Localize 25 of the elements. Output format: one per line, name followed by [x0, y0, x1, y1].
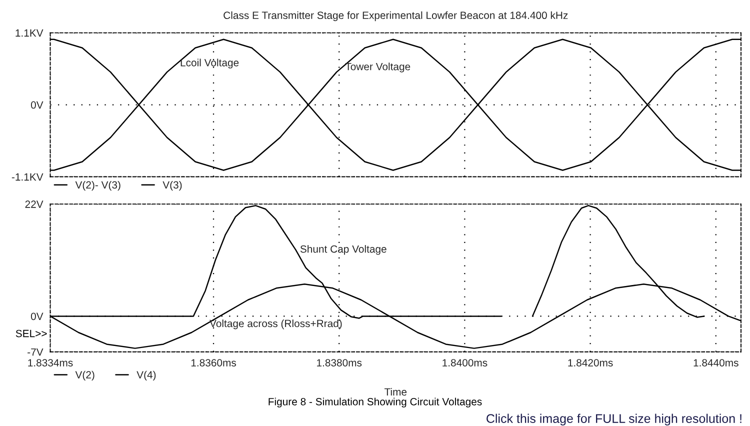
text: Click this image for FULL size high resolution !: [486, 414, 742, 426]
x-tick-label: 1.8420ms: [568, 359, 613, 366]
x-tick-label: 1.8440ms: [694, 359, 738, 366]
x-tick-label: 1.8334ms: [28, 359, 73, 366]
x-tick-label: 1.8400ms: [442, 359, 488, 366]
y-tick-label: 1.1KV: [16, 29, 44, 37]
y-tick-label: 0V: [30, 312, 44, 320]
legend-label: V(4): [136, 370, 156, 381]
caption: Figure 8 - Simulation Showing Circuit Voltages: [268, 398, 482, 408]
y-tick-label: -7V: [28, 348, 44, 356]
y-tick-label: 0V: [30, 101, 44, 109]
annotation: Lcoil Voltage: [180, 58, 239, 68]
annotation: Shunt Cap Voltage: [300, 245, 386, 255]
text: SEL>>: [16, 330, 47, 338]
x-axis-title: Time: [384, 388, 407, 396]
annotation: Tower Voltage: [345, 62, 410, 72]
annotation: Voltage across (Rloss+Rrad): [210, 319, 342, 330]
x-tick-label: 1.8380ms: [317, 359, 362, 366]
legend-label: V(2): [75, 370, 94, 381]
chart-title: Class E Transmitter Stage for Experimental Lowfer Beacon at 184.400 kHz: [224, 11, 568, 22]
y-tick-label: 22V: [25, 200, 44, 208]
y-tick-label: -1.1KV: [12, 173, 44, 181]
x-tick-label: 1.8360ms: [191, 359, 236, 366]
legend-label: V(2)- V(3): [75, 180, 120, 191]
legend-label: V(3): [162, 180, 182, 191]
